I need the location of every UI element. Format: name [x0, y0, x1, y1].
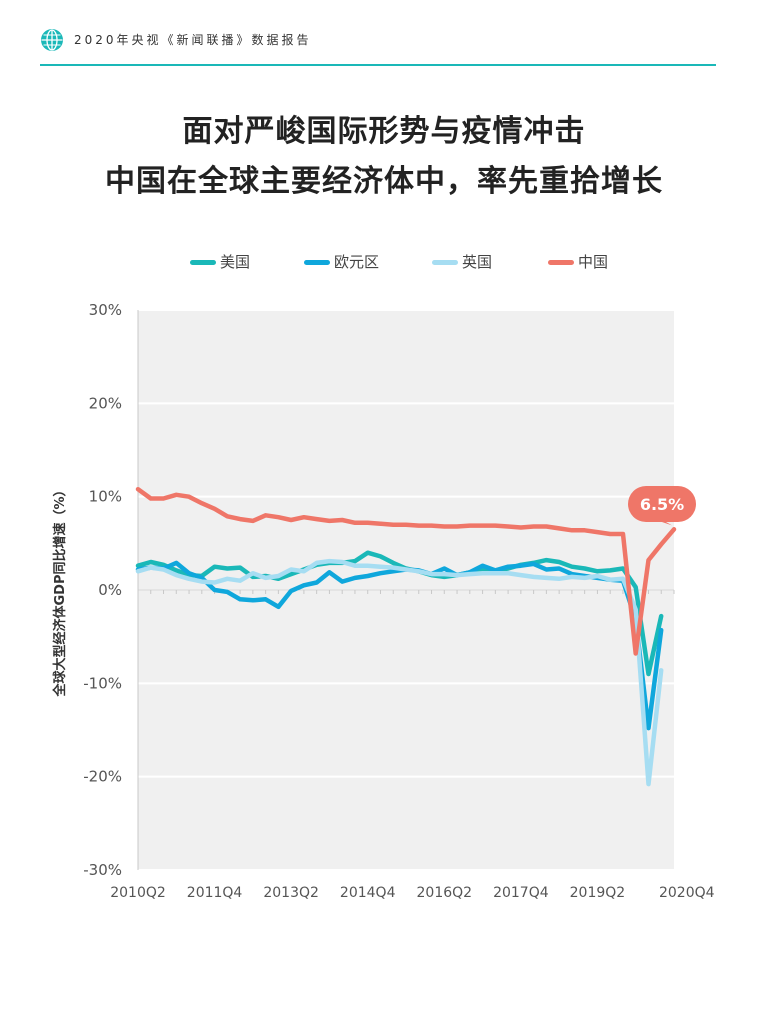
annotation-bubble [628, 486, 696, 522]
chart-legend: 美国 欧元区 英国 中国 [0, 250, 768, 274]
headline-line-1: 面对严峻国际形势与疫情冲击 [182, 114, 586, 149]
series-line-中国 [135, 486, 677, 656]
y-tick-label: -30% [83, 861, 122, 879]
x-tick-label: 2010Q2 [110, 885, 166, 901]
headline-line-2: 中国在全球主要经济体中，率先重拾增长 [105, 164, 663, 199]
report-header: 2020年央视《新闻联播》数据报告 [40, 28, 716, 66]
series-line-英国 [135, 558, 664, 787]
report-title: 2020年央视《新闻联播》数据报告 [74, 33, 312, 47]
y-tick-label: -20% [83, 768, 122, 786]
gdp-growth-line-chart: 30% 20% 10% 0% -10% -20% -30% 2010Q2 2011Q4 2013Q… [52, 301, 715, 901]
x-tick-label: 2016Q2 [417, 885, 473, 901]
x-tick-label: 2017Q4 [493, 885, 549, 901]
legend-swatch-china [548, 260, 574, 265]
annotation-label: 6.5% [640, 495, 684, 514]
y-tick-label: 0% [98, 581, 122, 599]
y-tick-label: 10% [89, 488, 122, 506]
y-tick-label: 30% [89, 301, 122, 319]
x-tick-label: 2013Q2 [263, 885, 319, 901]
globe-icon [41, 29, 63, 51]
legend-label-eurozone: 欧元区 [334, 253, 380, 271]
series-line-美国 [135, 550, 664, 677]
x-tick-label: 2011Q4 [187, 885, 243, 901]
legend-swatch-eurozone [304, 260, 330, 265]
x-tick-label: 2020Q4 [659, 885, 715, 901]
legend-label-china: 中国 [578, 253, 609, 271]
y-tick-label: -10% [83, 674, 122, 692]
x-tick-label: 2014Q4 [340, 885, 396, 901]
y-tick-label: 20% [89, 394, 122, 412]
legend-label-us: 美国 [220, 253, 251, 271]
legend-label-uk: 英国 [462, 253, 493, 271]
y-axis-label: 全球大型经济体GDP同比增速（%） [52, 483, 68, 697]
legend-swatch-us [190, 260, 216, 265]
x-tick-label: 2019Q2 [570, 885, 626, 901]
legend-swatch-uk [432, 260, 458, 265]
